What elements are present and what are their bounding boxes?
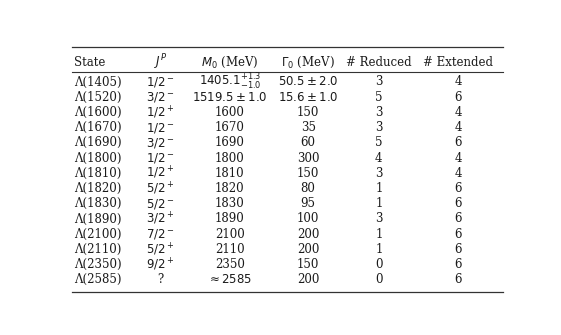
Text: 6: 6 xyxy=(454,91,462,104)
Text: 5: 5 xyxy=(375,91,383,104)
Text: # Reduced: # Reduced xyxy=(346,56,412,69)
Text: 1670: 1670 xyxy=(215,121,245,134)
Text: Λ(1600): Λ(1600) xyxy=(73,106,121,119)
Text: 1: 1 xyxy=(375,243,383,256)
Text: $1/2^-$: $1/2^-$ xyxy=(146,121,174,135)
Text: 300: 300 xyxy=(297,151,319,164)
Text: 3: 3 xyxy=(375,212,383,225)
Text: $\approx 2585$: $\approx 2585$ xyxy=(208,273,252,286)
Text: 3: 3 xyxy=(375,75,383,88)
Text: Λ(1830): Λ(1830) xyxy=(73,197,121,210)
Text: 3: 3 xyxy=(375,106,383,119)
Text: Λ(2100): Λ(2100) xyxy=(73,228,121,241)
Text: 80: 80 xyxy=(301,182,316,195)
Text: Λ(1820): Λ(1820) xyxy=(73,182,121,195)
Text: $3/2^-$: $3/2^-$ xyxy=(146,90,174,104)
Text: $50.5 \pm 2.0$: $50.5 \pm 2.0$ xyxy=(278,75,338,88)
Text: $\Gamma_0$ (MeV): $\Gamma_0$ (MeV) xyxy=(281,55,335,70)
Text: 1830: 1830 xyxy=(215,197,245,210)
Text: 2100: 2100 xyxy=(215,228,245,241)
Text: $M_0$ (MeV): $M_0$ (MeV) xyxy=(201,55,259,70)
Text: 1: 1 xyxy=(375,182,383,195)
Text: $J^P$: $J^P$ xyxy=(154,52,167,72)
Text: 0: 0 xyxy=(375,273,383,286)
Text: Λ(1810): Λ(1810) xyxy=(73,167,121,180)
Text: 4: 4 xyxy=(375,151,383,164)
Text: 6: 6 xyxy=(454,258,462,271)
Text: 35: 35 xyxy=(301,121,316,134)
Text: 1600: 1600 xyxy=(215,106,245,119)
Text: 1: 1 xyxy=(375,228,383,241)
Text: 95: 95 xyxy=(301,197,316,210)
Text: 1: 1 xyxy=(375,197,383,210)
Text: $1519.5 \pm 1.0$: $1519.5 \pm 1.0$ xyxy=(192,91,268,104)
Text: Λ(1800): Λ(1800) xyxy=(73,151,121,164)
Text: State: State xyxy=(73,56,105,69)
Text: $5/2^+$: $5/2^+$ xyxy=(146,241,174,258)
Text: 4: 4 xyxy=(454,121,462,134)
Text: $5/2^-$: $5/2^-$ xyxy=(146,197,174,211)
Text: 2350: 2350 xyxy=(215,258,245,271)
Text: $1/2^-$: $1/2^-$ xyxy=(146,75,174,89)
Text: Λ(1690): Λ(1690) xyxy=(73,136,121,149)
Text: 3: 3 xyxy=(375,121,383,134)
Text: Λ(1890): Λ(1890) xyxy=(73,212,121,225)
Text: 6: 6 xyxy=(454,243,462,256)
Text: $15.6 \pm 1.0$: $15.6 \pm 1.0$ xyxy=(278,91,338,104)
Text: $1/2^+$: $1/2^+$ xyxy=(146,104,174,121)
Text: ?: ? xyxy=(157,273,163,286)
Text: # Extended: # Extended xyxy=(423,56,493,69)
Text: 6: 6 xyxy=(454,182,462,195)
Text: 150: 150 xyxy=(297,106,319,119)
Text: 3: 3 xyxy=(375,167,383,180)
Text: Λ(1520): Λ(1520) xyxy=(73,91,121,104)
Text: Λ(1670): Λ(1670) xyxy=(73,121,121,134)
Text: 6: 6 xyxy=(454,212,462,225)
Text: 1800: 1800 xyxy=(215,151,245,164)
Text: 1890: 1890 xyxy=(215,212,245,225)
Text: 4: 4 xyxy=(454,167,462,180)
Text: 200: 200 xyxy=(297,243,319,256)
Text: Λ(2350): Λ(2350) xyxy=(73,258,121,271)
Text: 100: 100 xyxy=(297,212,319,225)
Text: 4: 4 xyxy=(454,75,462,88)
Text: 200: 200 xyxy=(297,228,319,241)
Text: $5/2^+$: $5/2^+$ xyxy=(146,180,174,197)
Text: 2110: 2110 xyxy=(215,243,245,256)
Text: 5: 5 xyxy=(375,136,383,149)
Text: 60: 60 xyxy=(301,136,316,149)
Text: $1/2^-$: $1/2^-$ xyxy=(146,151,174,165)
Text: 200: 200 xyxy=(297,273,319,286)
Text: $1/2^+$: $1/2^+$ xyxy=(146,165,174,182)
Text: 1820: 1820 xyxy=(215,182,245,195)
Text: 4: 4 xyxy=(454,106,462,119)
Text: Λ(1405): Λ(1405) xyxy=(73,75,121,88)
Text: 150: 150 xyxy=(297,167,319,180)
Text: $1405.1^{+1.3}_{-1.0}$: $1405.1^{+1.3}_{-1.0}$ xyxy=(199,72,261,92)
Text: $3/2^-$: $3/2^-$ xyxy=(146,136,174,150)
Text: 6: 6 xyxy=(454,136,462,149)
Text: 6: 6 xyxy=(454,273,462,286)
Text: 4: 4 xyxy=(454,151,462,164)
Text: 6: 6 xyxy=(454,197,462,210)
Text: $7/2^-$: $7/2^-$ xyxy=(146,227,174,241)
Text: Λ(2110): Λ(2110) xyxy=(73,243,121,256)
Text: Λ(2585): Λ(2585) xyxy=(73,273,121,286)
Text: $9/2^+$: $9/2^+$ xyxy=(146,257,174,273)
Text: 150: 150 xyxy=(297,258,319,271)
Text: 1690: 1690 xyxy=(215,136,245,149)
Text: 1810: 1810 xyxy=(215,167,245,180)
Text: 6: 6 xyxy=(454,228,462,241)
Text: $3/2^+$: $3/2^+$ xyxy=(146,211,174,227)
Text: 0: 0 xyxy=(375,258,383,271)
